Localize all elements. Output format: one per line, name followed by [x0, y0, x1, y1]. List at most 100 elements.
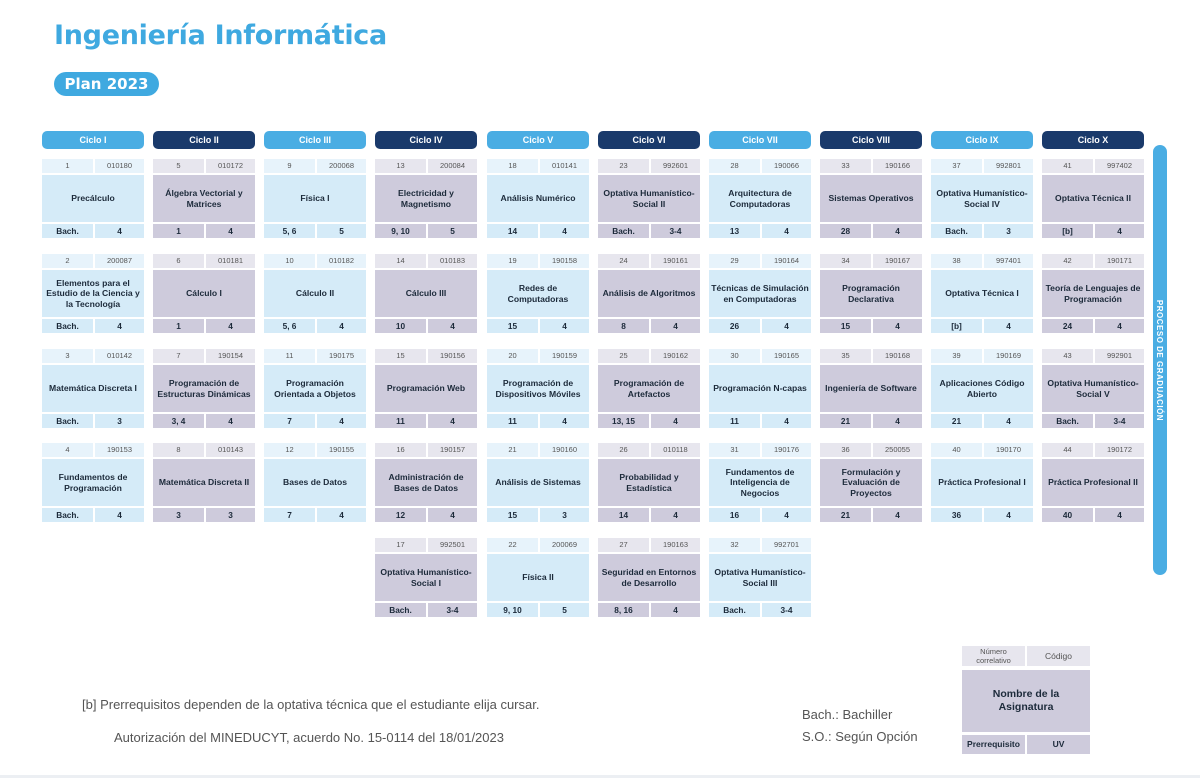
course-code: 190167	[873, 254, 922, 268]
course-number: 16	[375, 443, 426, 457]
course-name: Matemática Discreta II	[153, 459, 255, 506]
cycle-header: Ciclo X	[1042, 131, 1144, 149]
course-uv: 4	[317, 414, 366, 428]
legend-prereq: Prerrequisito	[962, 735, 1025, 754]
course-name: Teoría de Lenguajes de Programación	[1042, 270, 1144, 317]
course-prerequisite: 16	[709, 508, 760, 522]
cycle-header: Ciclo II	[153, 131, 255, 149]
course-name: Formulación y Evaluación de Proyectos	[820, 459, 922, 506]
cycle-header: Ciclo IX	[931, 131, 1033, 149]
cycle-header: Ciclo VII	[709, 131, 811, 149]
course-uv: 4	[206, 414, 255, 428]
course-prerequisite: 9, 10	[375, 224, 426, 238]
course-number: 28	[709, 159, 760, 173]
course-number: 23	[598, 159, 649, 173]
course-uv: 4	[762, 319, 811, 333]
course-card: 29 190164 Técnicas de Simulación en Comput…	[709, 254, 811, 333]
course-name: Programación de Estructuras Dinámicas	[153, 365, 255, 412]
course-prerequisite: Bach.	[42, 319, 93, 333]
course-card: 7 190154 Programación de Estructuras Dinám…	[153, 349, 255, 428]
course-name: Optativa Humanístico- Social II	[598, 175, 700, 222]
course-card: 43 992901 Optativa Humanístico-Social V Bac…	[1042, 349, 1144, 428]
course-card: 1 010180 Precálculo Bach. 4	[42, 159, 144, 238]
course-uv: 4	[651, 603, 700, 617]
course-name: Física II	[487, 554, 589, 601]
course-number: 33	[820, 159, 871, 173]
course-uv: 4	[317, 319, 366, 333]
course-number: 2	[42, 254, 93, 268]
course-prerequisite: 11	[375, 414, 426, 428]
course-name: Elementos para el Estudio de la Ciencia …	[42, 270, 144, 317]
course-number: 4	[42, 443, 93, 457]
course-uv: 4	[95, 224, 144, 238]
course-code: 190163	[651, 538, 700, 552]
course-card: 4 190153 Fundamentos de Programación Bach. 4	[42, 443, 144, 522]
course-name: Programación de Dispositivos Móviles	[487, 365, 589, 412]
course-prerequisite: [b]	[1042, 224, 1093, 238]
course-name: Física I	[264, 175, 366, 222]
course-number: 22	[487, 538, 538, 552]
course-number: 38	[931, 254, 982, 268]
course-uv: 4	[95, 319, 144, 333]
course-code: 190166	[873, 159, 922, 173]
bottom-divider	[0, 775, 1200, 778]
course-prerequisite: 40	[1042, 508, 1093, 522]
course-uv: 4	[428, 319, 477, 333]
course-code: 997401	[984, 254, 1033, 268]
course-prerequisite: 36	[931, 508, 982, 522]
course-name: Optativa Humanístico-Social III	[709, 554, 811, 601]
course-code: 190156	[428, 349, 477, 363]
course-name: Programación N-capas	[709, 365, 811, 412]
course-name: Probabilidad y Estadística	[598, 459, 700, 506]
course-code: 190161	[651, 254, 700, 268]
course-code: 190153	[95, 443, 144, 457]
course-number: 15	[375, 349, 426, 363]
course-code: 190160	[540, 443, 589, 457]
course-name: Optativa Humanístico-Social V	[1042, 365, 1144, 412]
cycle-header: Ciclo I	[42, 131, 144, 149]
course-uv: 3-4	[1095, 414, 1144, 428]
course-prerequisite: Bach.	[42, 508, 93, 522]
course-code: 010181	[206, 254, 255, 268]
course-prerequisite: 1	[153, 224, 204, 238]
course-name: Electricidad y Magnetismo	[375, 175, 477, 222]
course-code: 190170	[984, 443, 1033, 457]
course-name: Técnicas de Simulación en Computadoras	[709, 270, 811, 317]
course-prerequisite: 21	[820, 508, 871, 522]
course-card: 42 190171 Teoría de Lenguajes de Programac…	[1042, 254, 1144, 333]
course-uv: 4	[651, 508, 700, 522]
course-name: Precálculo	[42, 175, 144, 222]
graduation-label-wrap: PROCESO DE GRADUACIÓN	[1153, 145, 1167, 575]
course-uv: 4	[651, 319, 700, 333]
course-code: 190155	[317, 443, 366, 457]
course-prerequisite: 15	[820, 319, 871, 333]
course-card: 40 190170 Práctica Profesional I 36 4	[931, 443, 1033, 522]
course-uv: 4	[206, 224, 255, 238]
course-uv: 4	[540, 224, 589, 238]
course-card: 37 992801 Optativa Humanístico-Social IV Ba…	[931, 159, 1033, 238]
course-code: 190159	[540, 349, 589, 363]
course-number: 7	[153, 349, 204, 363]
course-name: Álgebra Vectorial y Matrices	[153, 175, 255, 222]
course-code: 992701	[762, 538, 811, 552]
course-prerequisite: 3	[153, 508, 204, 522]
course-uv: 3-4	[762, 603, 811, 617]
course-uv: 4	[873, 319, 922, 333]
course-number: 27	[598, 538, 649, 552]
legend-number: Número correlativo	[962, 646, 1025, 666]
course-name: Administración de Bases de Datos	[375, 459, 477, 506]
course-number: 12	[264, 443, 315, 457]
course-number: 44	[1042, 443, 1093, 457]
course-card: 36 250055 Formulación y Evaluación de Proy…	[820, 443, 922, 522]
course-card: 38 997401 Optativa Técnica I [b] 4	[931, 254, 1033, 333]
course-card: 27 190163 Seguridad en Entornos de Desarro…	[598, 538, 700, 617]
abbreviation-bach: Bach.: Bachiller	[802, 707, 893, 722]
course-number: 21	[487, 443, 538, 457]
course-card: 34 190167 Programación Declarativa 15 4	[820, 254, 922, 333]
course-code: 992601	[651, 159, 700, 173]
course-uv: 4	[651, 414, 700, 428]
course-card: 17 992501 Optativa Humanístico-Social I Bac…	[375, 538, 477, 617]
course-number: 26	[598, 443, 649, 457]
course-uv: 3	[540, 508, 589, 522]
course-prerequisite: [b]	[931, 319, 982, 333]
